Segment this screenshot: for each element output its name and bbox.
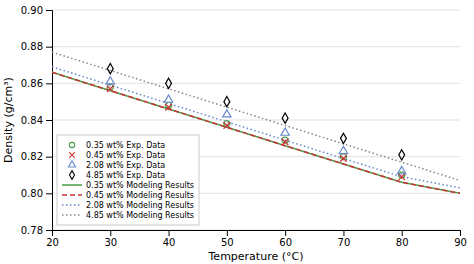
legend-swatch (69, 142, 74, 147)
tick: 20 (46, 230, 59, 248)
axis-line (46, 11, 53, 231)
x-axis: 20 30 40 50 60 70 80 90 (46, 230, 467, 248)
tick: 0.90 (21, 5, 52, 16)
legend-label: 4.85 wt% Modeling Results (86, 211, 194, 220)
legend-swatch (68, 161, 75, 167)
series-line (52, 52, 460, 180)
data-point (398, 174, 405, 181)
tick-label: 0.86 (21, 78, 43, 89)
legend-box (57, 135, 199, 225)
tick-mark (46, 230, 52, 231)
data-point (107, 86, 114, 93)
legend-label: 4.85 wt% Exp. Data (86, 171, 165, 180)
tick: 40 (163, 230, 176, 248)
data-point (340, 133, 346, 143)
tick: 30 (104, 230, 117, 248)
legend-swatch (62, 214, 82, 216)
data-point (340, 155, 347, 162)
tick-mark (46, 120, 52, 121)
marks (52, 52, 460, 193)
series-line (52, 67, 460, 188)
tick-label: 50 (221, 237, 234, 248)
tick: 0.78 (21, 225, 52, 236)
tick-mark (343, 230, 344, 236)
tick: 0.82 (21, 151, 52, 162)
tick-mark (46, 10, 52, 11)
legend-swatch (69, 171, 74, 180)
chart: 20 30 40 50 60 70 80 90 0.78 0.80 0.82 0.84 0.86 0.88… (0, 0, 474, 264)
legend-label: 0.35 wt% Modeling Results (86, 181, 194, 190)
legend-swatch (62, 204, 82, 206)
data-point (282, 113, 288, 123)
grid (52, 10, 460, 230)
tick-label: 70 (338, 237, 351, 248)
x-axis-title: Temperature (°C) (208, 250, 304, 263)
data-point (106, 77, 114, 84)
data-point (164, 95, 172, 102)
grid-line (52, 10, 460, 11)
y-axis-title: Density (g/cm³) (2, 77, 15, 163)
tick-label: 90 (454, 237, 467, 248)
tick-mark (169, 230, 170, 236)
tick: 0.80 (21, 188, 52, 199)
tick-label: 0.78 (21, 225, 43, 236)
tick-mark (402, 230, 403, 236)
tick: 90 (454, 230, 467, 248)
data-point (223, 110, 231, 117)
tick: 0.86 (21, 78, 52, 89)
data-point (398, 167, 406, 174)
legend-swatch (62, 194, 82, 196)
tick-mark (460, 230, 461, 236)
legend-label: 0.35 wt% Exp. Data (86, 141, 165, 150)
tick-mark (46, 157, 52, 158)
data-point (224, 122, 231, 129)
tick-mark (46, 83, 52, 84)
tick-mark (227, 230, 228, 236)
tick-label: 0.84 (21, 115, 43, 126)
legend-label: 2.08 wt% Modeling Results (86, 201, 194, 210)
data-point (166, 78, 172, 88)
tick-label: 60 (279, 237, 292, 248)
tick: 0.84 (21, 115, 52, 126)
tick-mark (46, 193, 52, 194)
tick-mark (285, 230, 286, 236)
legend-label: 2.08 wt% Exp. Data (86, 161, 165, 170)
series-line (52, 72, 460, 193)
plot-area: 20 30 40 50 60 70 80 90 0.78 0.80 0.82 0.84 0.86 0.88… (21, 5, 467, 248)
tick-label: 20 (46, 237, 59, 248)
y-axis: 0.78 0.80 0.82 0.84 0.86 0.88 0.90 (21, 5, 53, 236)
tick: 0.88 (21, 41, 52, 52)
tick: 80 (396, 230, 409, 248)
grid-line (52, 46, 460, 47)
data-point (399, 150, 405, 160)
tick-label: 40 (163, 237, 176, 248)
legend-swatch (69, 152, 75, 158)
tick-label: 0.90 (21, 5, 43, 16)
grid-line (52, 120, 460, 121)
tick-label: 0.88 (21, 41, 43, 52)
tick-label: 0.80 (21, 188, 43, 199)
legend: 0.35 wt% Exp. Data0.45 wt% Exp. Data2.08… (57, 135, 199, 225)
tick: 70 (338, 230, 351, 248)
data-point (224, 97, 230, 107)
legend-swatch (62, 184, 82, 186)
tick-label: 0.82 (21, 151, 43, 162)
tick-label: 80 (396, 237, 409, 248)
tick-label: 30 (104, 237, 117, 248)
axis-line (53, 231, 461, 237)
legend-label: 0.45 wt% Exp. Data (86, 151, 165, 160)
tick: 50 (221, 230, 234, 248)
data-point (339, 146, 347, 153)
tick: 60 (279, 230, 292, 248)
data-point (165, 104, 172, 111)
tick-mark (46, 47, 52, 48)
series-line (52, 72, 460, 193)
data-point (281, 128, 289, 135)
tick-mark (110, 230, 111, 236)
data-point (107, 64, 113, 74)
data-point (282, 139, 289, 146)
legend-label: 0.45 wt% Modeling Results (86, 191, 194, 200)
